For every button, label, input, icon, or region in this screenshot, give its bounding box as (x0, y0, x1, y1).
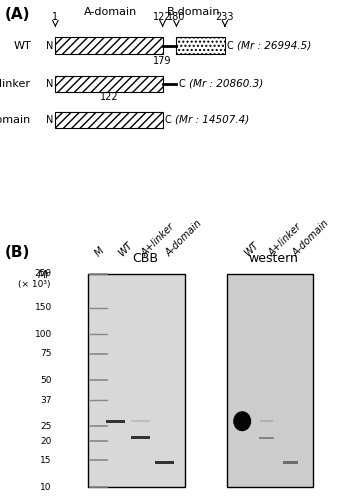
Bar (260, 420, 273, 422)
Text: 15: 15 (40, 456, 52, 464)
Text: 179: 179 (153, 56, 172, 66)
Bar (107, 420, 125, 423)
Text: 150: 150 (35, 303, 52, 312)
Text: 1: 1 (52, 12, 58, 22)
Text: N: N (46, 79, 54, 89)
Bar (131, 420, 149, 422)
Text: C: C (227, 40, 234, 50)
Text: N: N (46, 40, 54, 50)
Text: A+linker: A+linker (0, 79, 31, 89)
Text: (Mr : 26994.5): (Mr : 26994.5) (237, 40, 311, 50)
Text: B-domain: B-domain (167, 7, 220, 17)
Bar (259, 436, 274, 439)
Text: 75: 75 (40, 349, 52, 358)
Text: C: C (178, 79, 185, 89)
Text: 25: 25 (40, 422, 52, 431)
Bar (55, 112, 163, 128)
Text: 250: 250 (35, 270, 52, 278)
Text: C: C (164, 115, 171, 125)
Text: (Mr : 20860.3): (Mr : 20860.3) (189, 79, 263, 89)
Text: A-domain: A-domain (84, 7, 137, 17)
Text: (A): (A) (5, 7, 31, 22)
Text: 233: 233 (216, 12, 234, 22)
Text: 122: 122 (153, 12, 172, 22)
Text: A-domain: A-domain (164, 218, 204, 258)
Text: CBB: CBB (132, 252, 158, 264)
Bar (155, 461, 174, 464)
Text: A-domain: A-domain (291, 218, 331, 258)
Text: 10: 10 (40, 482, 52, 492)
Text: western: western (248, 252, 298, 264)
Bar (176, 37, 225, 54)
Text: 20: 20 (40, 436, 52, 446)
Text: A-domain: A-domain (0, 115, 31, 125)
Text: N: N (46, 115, 54, 125)
Bar (227, 274, 313, 487)
Text: (× 10³): (× 10³) (18, 280, 50, 289)
Bar (131, 436, 149, 440)
Text: A+linker: A+linker (140, 222, 177, 258)
Bar (283, 461, 298, 464)
Text: WT: WT (242, 240, 260, 258)
Bar (55, 37, 163, 54)
Text: A+linker: A+linker (266, 222, 303, 258)
Text: 122: 122 (100, 92, 118, 102)
Text: 50: 50 (40, 376, 52, 385)
Text: 37: 37 (40, 396, 52, 405)
Text: M: M (93, 245, 107, 258)
Bar (88, 274, 185, 487)
Text: WT: WT (116, 240, 134, 258)
Text: WT: WT (13, 40, 31, 50)
Ellipse shape (233, 411, 251, 431)
Bar (55, 76, 163, 92)
Text: 100: 100 (35, 330, 52, 339)
Text: 180: 180 (167, 12, 186, 22)
Text: (B): (B) (5, 245, 30, 260)
Text: Mr: Mr (38, 270, 50, 280)
Text: (Mr : 14507.4): (Mr : 14507.4) (175, 115, 249, 125)
